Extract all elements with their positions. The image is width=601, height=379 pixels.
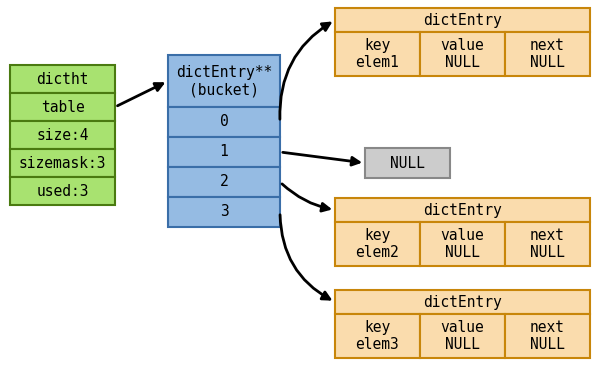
Text: size:4: size:4 <box>36 127 89 143</box>
Bar <box>505 222 590 266</box>
Text: NULL: NULL <box>390 155 425 171</box>
Bar <box>168 167 280 197</box>
Text: key
elem3: key elem3 <box>356 320 400 352</box>
Bar <box>420 32 505 76</box>
Bar <box>10 177 115 205</box>
Bar <box>335 8 590 32</box>
Text: dictht: dictht <box>36 72 89 86</box>
Bar <box>335 290 590 314</box>
Bar <box>168 197 280 227</box>
Bar <box>420 314 505 358</box>
Bar <box>168 107 280 137</box>
Bar <box>505 314 590 358</box>
Bar <box>10 149 115 177</box>
Text: 0: 0 <box>219 114 228 130</box>
Text: used:3: used:3 <box>36 183 89 199</box>
Text: 1: 1 <box>219 144 228 160</box>
Text: 3: 3 <box>219 205 228 219</box>
Text: key
elem2: key elem2 <box>356 228 400 260</box>
Text: dictEntry: dictEntry <box>423 13 502 28</box>
Text: next
NULL: next NULL <box>530 38 565 70</box>
Text: sizemask:3: sizemask:3 <box>19 155 106 171</box>
Bar <box>10 65 115 93</box>
Text: value
NULL: value NULL <box>441 228 484 260</box>
Bar <box>10 93 115 121</box>
Bar <box>335 314 420 358</box>
Text: 2: 2 <box>219 174 228 190</box>
Bar <box>505 32 590 76</box>
Text: value
NULL: value NULL <box>441 320 484 352</box>
Bar <box>335 32 420 76</box>
Text: dictEntry: dictEntry <box>423 202 502 218</box>
Text: dictEntry**
(bucket): dictEntry** (bucket) <box>176 65 272 97</box>
Text: key
elem1: key elem1 <box>356 38 400 70</box>
Bar <box>168 137 280 167</box>
Bar <box>335 222 420 266</box>
Bar <box>420 222 505 266</box>
Text: dictEntry: dictEntry <box>423 294 502 310</box>
Bar <box>10 121 115 149</box>
Text: next
NULL: next NULL <box>530 228 565 260</box>
Bar <box>335 198 590 222</box>
Text: table: table <box>41 100 84 114</box>
Text: value
NULL: value NULL <box>441 38 484 70</box>
Bar <box>365 148 450 178</box>
Text: next
NULL: next NULL <box>530 320 565 352</box>
Bar <box>168 55 280 107</box>
